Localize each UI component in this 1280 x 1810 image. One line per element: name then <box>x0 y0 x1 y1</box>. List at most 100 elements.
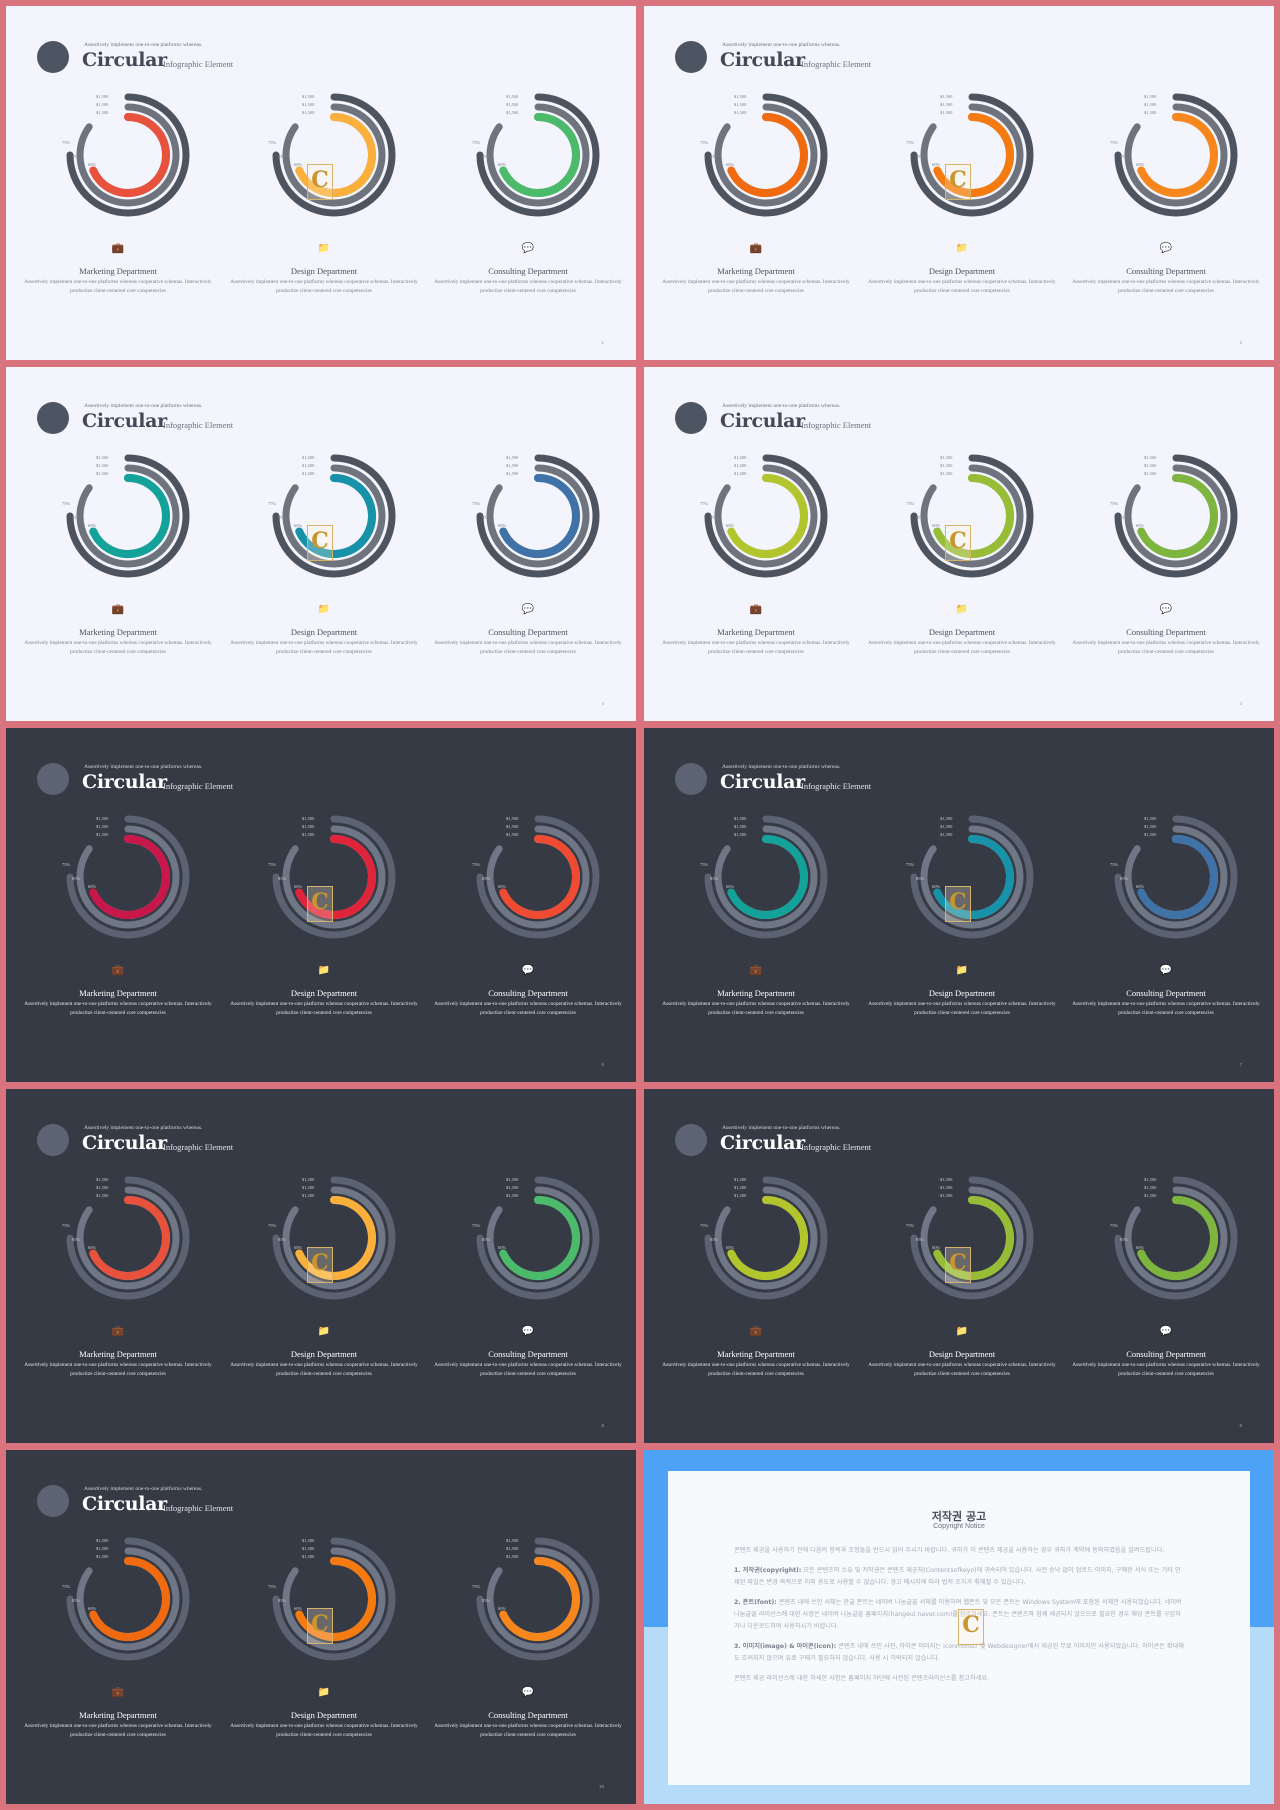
ring-value-label: $1,500 <box>940 463 953 468</box>
copyright-paragraph-head: 3. 이미지(image) & 아이콘(icon): <box>734 1643 837 1650</box>
ring-percent-label: 85% <box>72 876 81 881</box>
ring-arc <box>486 464 590 568</box>
speech-bubble-icon: 💬 <box>1159 1326 1173 1337</box>
ring-percent-label: 85% <box>72 515 81 520</box>
ring-value-label: $1,500 <box>506 1538 519 1543</box>
ring-value-label: $1,500 <box>506 94 519 99</box>
ring-percent-label: 60% <box>726 884 735 889</box>
ring-progress-arc <box>1137 113 1218 197</box>
ring-arc <box>1124 1186 1228 1290</box>
department-title: Consulting Department <box>1126 1349 1206 1359</box>
slide-subtitle: Assertively implement one-to-one platfor… <box>84 1125 203 1131</box>
department-title: Consulting Department <box>488 266 568 276</box>
ring-progress-arc <box>295 1196 376 1280</box>
ring-percent-label: 75% <box>62 1584 71 1589</box>
ring-percent-label: 60% <box>1136 523 1145 528</box>
copyright-paragraph: 3. 이미지(image) & 아이콘(icon): 콘텐츠 내에 쓰인 사진,… <box>734 1641 1184 1665</box>
ring-value-label: $1,500 <box>940 102 953 107</box>
circular-chart-svg <box>704 454 828 578</box>
ring-progress-arc <box>1137 474 1218 558</box>
ring-value-label: $1,500 <box>96 824 109 829</box>
department-description: Assertively implement one-to-one platfor… <box>24 1362 212 1377</box>
ring-value-label: $1,500 <box>734 832 747 837</box>
ring-value-label: $1,500 <box>302 471 315 476</box>
ring-percent-label: 75% <box>268 1584 277 1589</box>
ring-value-label: $1,500 <box>940 832 953 837</box>
ring-progress-arc <box>295 1557 376 1641</box>
ring-value-label: $1,500 <box>734 102 747 107</box>
circular-chart: $1,500 $1,500 $1,500 75% 85% 60% <box>688 812 828 942</box>
page-number: 9 <box>1239 1423 1242 1428</box>
ring-percent-label: 60% <box>498 523 507 528</box>
briefcase-icon: 💼 <box>749 1326 763 1337</box>
ring-value-label: $1,500 <box>96 832 109 837</box>
circular-chart: $1,500 $1,500 $1,500 75% 85% 60% <box>256 812 396 942</box>
slide: Assertively implement one-to-one platfor… <box>6 728 636 1082</box>
folder-icon: 📁 <box>955 604 969 615</box>
ring-percent-label: 60% <box>726 523 735 528</box>
ring-percent-label: 60% <box>294 1606 303 1611</box>
ring-percent-label: 60% <box>498 162 507 167</box>
ring-arc <box>66 1537 190 1661</box>
department-description: Assertively implement one-to-one platfor… <box>230 279 418 294</box>
ring-percent-label: 60% <box>932 1245 941 1250</box>
department-title: Consulting Department <box>488 1349 568 1359</box>
ring-value-label: $1,500 <box>734 1193 747 1198</box>
ring-percent-label: 85% <box>1120 515 1129 520</box>
ring-value-label: $1,500 <box>940 816 953 821</box>
ring-value-label: $1,500 <box>1144 102 1157 107</box>
ring-percent-label: 60% <box>498 1606 507 1611</box>
circular-chart: $1,500 $1,500 $1,500 75% 85% 60% <box>894 1173 1034 1303</box>
ring-percent-label: 75% <box>1110 862 1119 867</box>
ring-arc <box>1114 93 1238 217</box>
slide-title-sub: Infographic Element <box>163 1142 234 1152</box>
watermark-logo: C <box>945 886 971 922</box>
title-circle-decoration <box>675 41 707 73</box>
ring-value-label: $1,500 <box>302 455 315 460</box>
circular-chart: $1,500 $1,500 $1,500 75% 85% 60% <box>1098 90 1238 220</box>
ring-percent-label: 85% <box>72 1598 81 1603</box>
ring-percent-label: 60% <box>88 162 97 167</box>
ring-percent-label: 85% <box>710 515 719 520</box>
circular-chart-svg <box>910 454 1034 578</box>
ring-arc <box>66 93 190 217</box>
ring-value-label: $1,500 <box>940 1185 953 1190</box>
circular-chart-svg <box>704 1176 828 1300</box>
ring-arc <box>1114 815 1238 939</box>
circular-chart: $1,500 $1,500 $1,500 75% 85% 60% <box>688 451 828 581</box>
ring-value-label: $1,500 <box>1144 94 1157 99</box>
ring-value-label: $1,500 <box>506 824 519 829</box>
circular-chart-svg <box>66 1176 190 1300</box>
ring-progress-arc <box>499 835 580 919</box>
ring-value-label: $1,500 <box>302 1185 315 1190</box>
circular-chart-svg <box>704 93 828 217</box>
title-circle-decoration <box>37 402 69 434</box>
ring-percent-label: 75% <box>906 140 915 145</box>
ring-percent-label: 60% <box>294 884 303 889</box>
ring-value-label: $1,500 <box>96 1177 109 1182</box>
ring-percent-label: 85% <box>278 1598 287 1603</box>
page-number: 6 <box>601 1062 604 1067</box>
ring-arc <box>714 1186 818 1290</box>
ring-percent-label: 60% <box>726 162 735 167</box>
slide-subtitle: Assertively implement one-to-one platfor… <box>84 1486 203 1492</box>
department-title: Marketing Department <box>79 1710 157 1720</box>
circular-chart-svg <box>476 1176 600 1300</box>
ring-arc <box>282 1186 386 1290</box>
folder-icon: 📁 <box>317 1326 331 1337</box>
department-title: Consulting Department <box>1126 627 1206 637</box>
department-title: Marketing Department <box>79 1349 157 1359</box>
ring-value-label: $1,500 <box>506 832 519 837</box>
ring-value-label: $1,500 <box>1144 471 1157 476</box>
slide-title: Circular <box>82 1493 167 1515</box>
ring-progress-arc <box>933 1196 1014 1280</box>
department-description: Assertively implement one-to-one platfor… <box>230 640 418 655</box>
slide-title: Circular <box>720 49 805 71</box>
ring-progress-arc <box>933 113 1014 197</box>
slide-title: Circular <box>82 49 167 71</box>
department-title: Marketing Department <box>79 266 157 276</box>
ring-arc <box>272 1176 396 1300</box>
ring-arc <box>704 815 828 939</box>
ring-percent-label: 75% <box>472 501 481 506</box>
ring-percent-label: 75% <box>700 862 709 867</box>
